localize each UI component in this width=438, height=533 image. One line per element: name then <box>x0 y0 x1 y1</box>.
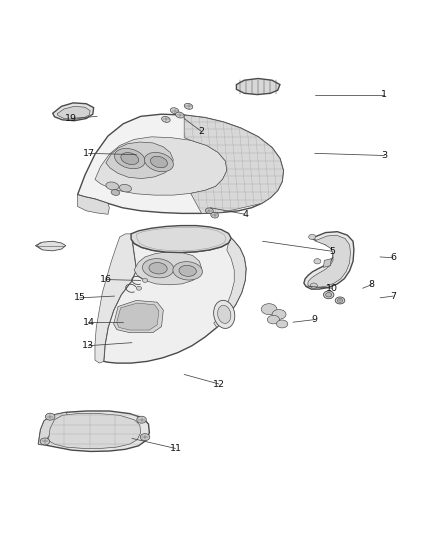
Ellipse shape <box>205 208 213 214</box>
Ellipse shape <box>46 413 55 420</box>
Ellipse shape <box>137 416 146 423</box>
Text: 12: 12 <box>213 379 225 389</box>
Ellipse shape <box>311 283 318 288</box>
Polygon shape <box>308 235 350 287</box>
Polygon shape <box>39 411 149 451</box>
Ellipse shape <box>335 297 345 304</box>
Ellipse shape <box>176 112 184 118</box>
Text: 13: 13 <box>82 341 95 350</box>
Text: 14: 14 <box>82 318 95 327</box>
Text: 2: 2 <box>198 127 205 136</box>
Text: 8: 8 <box>368 280 374 289</box>
Polygon shape <box>323 259 331 268</box>
Text: 16: 16 <box>100 275 112 284</box>
Ellipse shape <box>162 116 170 123</box>
Text: 6: 6 <box>390 253 396 262</box>
Text: 19: 19 <box>65 114 77 123</box>
Polygon shape <box>304 232 354 289</box>
Text: 3: 3 <box>381 151 388 160</box>
Ellipse shape <box>267 316 279 324</box>
Ellipse shape <box>114 149 145 168</box>
Polygon shape <box>78 114 283 213</box>
Polygon shape <box>117 303 159 330</box>
Polygon shape <box>39 413 69 445</box>
Text: 4: 4 <box>242 210 248 219</box>
Ellipse shape <box>214 300 235 328</box>
Text: 17: 17 <box>82 149 95 158</box>
Ellipse shape <box>40 438 49 445</box>
Text: 5: 5 <box>329 247 335 256</box>
Polygon shape <box>131 225 231 253</box>
Text: 1: 1 <box>381 90 387 99</box>
Polygon shape <box>57 107 90 119</box>
Text: 7: 7 <box>390 292 396 301</box>
Ellipse shape <box>142 259 174 278</box>
Ellipse shape <box>325 293 332 297</box>
Ellipse shape <box>272 310 286 319</box>
Polygon shape <box>53 103 94 120</box>
Ellipse shape <box>314 259 321 264</box>
Polygon shape <box>184 115 283 213</box>
Ellipse shape <box>179 265 196 276</box>
Polygon shape <box>237 78 280 94</box>
Ellipse shape <box>140 434 150 441</box>
Text: 9: 9 <box>312 315 318 324</box>
Ellipse shape <box>136 286 141 290</box>
Ellipse shape <box>111 190 120 196</box>
Polygon shape <box>134 252 201 285</box>
Polygon shape <box>214 238 246 327</box>
Polygon shape <box>106 142 173 179</box>
Ellipse shape <box>142 278 148 282</box>
Polygon shape <box>95 137 227 195</box>
Ellipse shape <box>261 304 277 314</box>
Ellipse shape <box>149 263 167 274</box>
Polygon shape <box>35 241 66 251</box>
Text: 10: 10 <box>326 284 338 293</box>
Polygon shape <box>104 234 246 363</box>
Ellipse shape <box>276 320 288 328</box>
Text: 15: 15 <box>74 293 86 302</box>
Polygon shape <box>48 414 141 448</box>
Ellipse shape <box>120 184 131 192</box>
Ellipse shape <box>309 235 316 239</box>
Ellipse shape <box>218 305 231 324</box>
Ellipse shape <box>173 262 202 280</box>
Text: 11: 11 <box>170 444 181 453</box>
Ellipse shape <box>323 291 334 298</box>
Polygon shape <box>114 301 163 333</box>
Ellipse shape <box>150 156 167 168</box>
Ellipse shape <box>184 103 193 109</box>
Ellipse shape <box>170 108 179 114</box>
Ellipse shape <box>145 152 173 172</box>
Polygon shape <box>78 195 110 214</box>
Polygon shape <box>95 234 136 363</box>
Ellipse shape <box>211 212 219 218</box>
Ellipse shape <box>106 182 119 190</box>
Ellipse shape <box>121 152 139 165</box>
